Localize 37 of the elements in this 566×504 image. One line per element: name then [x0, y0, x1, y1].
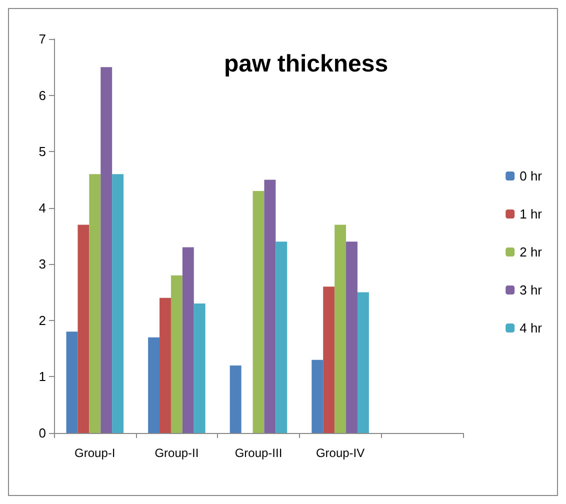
text: paw thickness	[224, 50, 388, 78]
bar	[148, 337, 160, 433]
y-tick-label: 7	[38, 32, 46, 46]
y-tick-label: 0	[38, 426, 46, 440]
y-tick-label: 2	[38, 312, 46, 328]
x-tick-label: Group-III	[234, 446, 282, 460]
y-tick-label: 6	[38, 88, 46, 103]
bar	[100, 67, 112, 433]
bar	[194, 304, 206, 433]
y-tick-label: 3	[38, 256, 46, 272]
bar	[357, 292, 369, 433]
legend-label: 4 hr	[520, 320, 543, 336]
bar	[182, 247, 194, 433]
x-tick-label: Group-IV	[316, 446, 365, 460]
y-tick-label: 5	[38, 144, 46, 160]
legend-label: 0 hr	[520, 168, 543, 184]
bar	[312, 360, 324, 433]
legend-label: 2 hr	[520, 244, 543, 260]
x-tick-label: Group-II	[154, 446, 199, 460]
x-tick-label: Group-I	[74, 446, 116, 460]
bar	[276, 242, 288, 433]
bar	[230, 365, 242, 433]
bar	[160, 298, 171, 433]
bar	[323, 286, 335, 433]
bar	[252, 190, 264, 433]
bar	[112, 174, 124, 433]
bar	[170, 275, 182, 433]
bar	[346, 242, 358, 433]
bar	[334, 224, 346, 433]
y-tick-label: 1	[38, 369, 46, 384]
y-tick-label: 4	[38, 200, 46, 216]
bar	[264, 180, 276, 433]
bar	[89, 174, 101, 433]
legend-label: 3 hr	[520, 282, 543, 298]
legend-label: 1 hr	[520, 206, 543, 222]
bar	[78, 224, 90, 433]
bar	[66, 332, 78, 433]
